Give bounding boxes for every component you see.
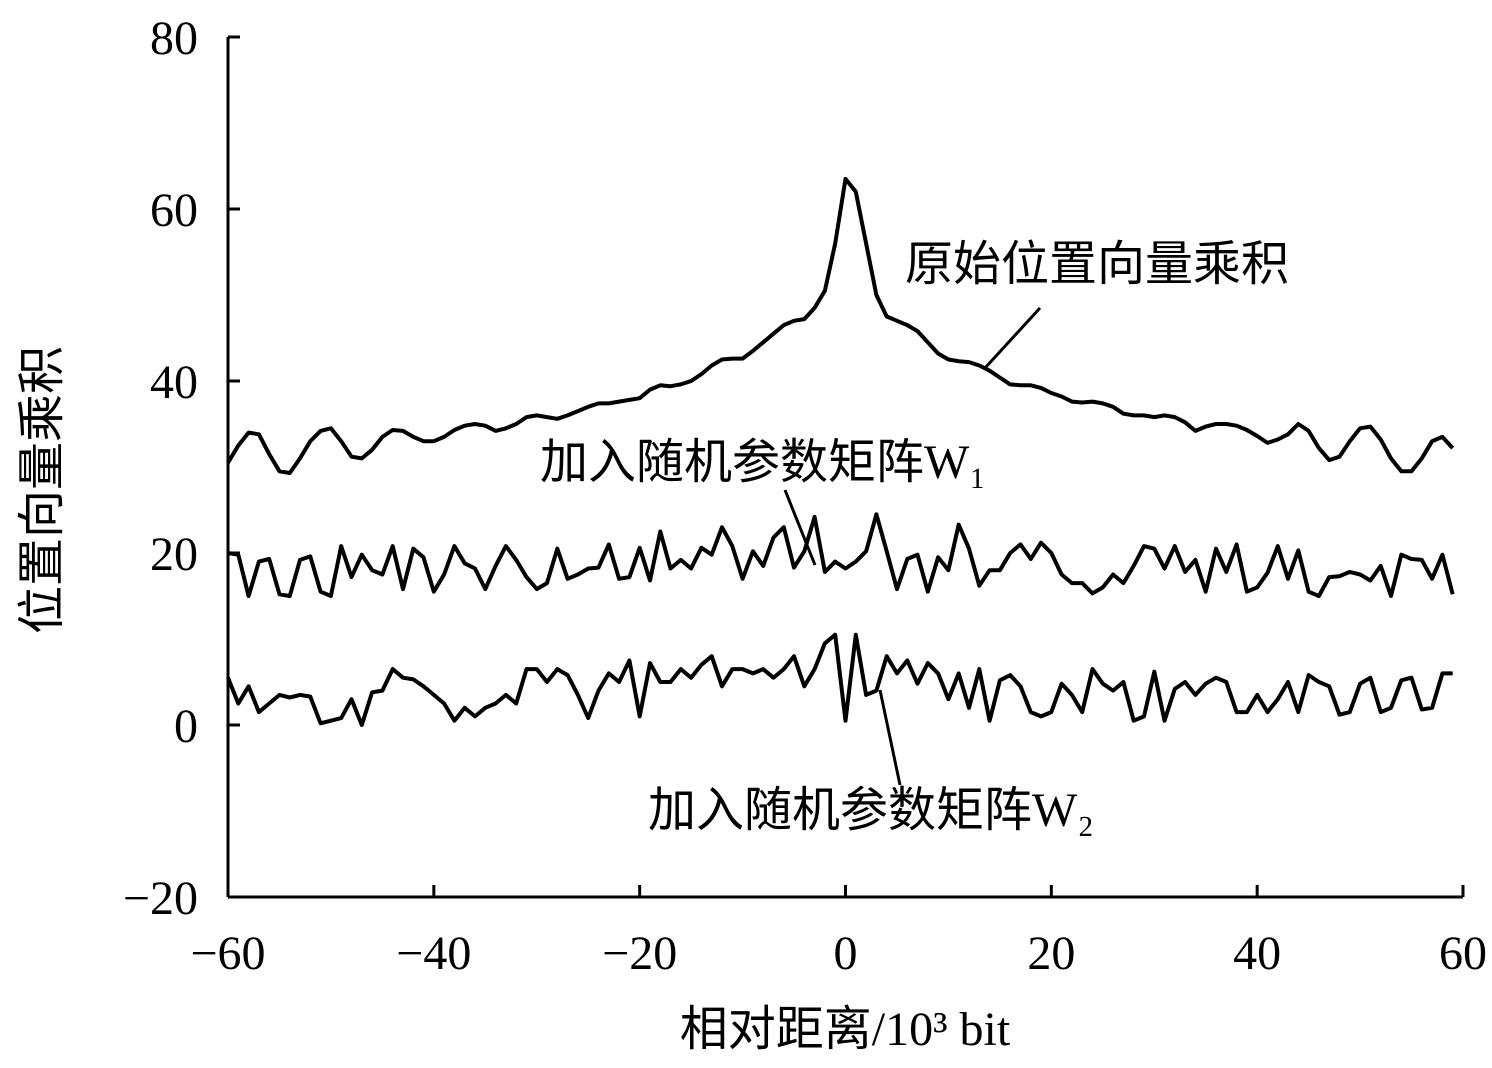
leader-line [983, 306, 1042, 370]
series-line [226, 632, 1453, 727]
leader-line [783, 489, 817, 566]
leader-line [878, 689, 902, 786]
series-line [227, 512, 1455, 598]
x-tick-label: 60 [1439, 927, 1487, 980]
series-label: 原始位置向量乘积 [905, 238, 1289, 291]
y-tick-label: −20 [123, 872, 198, 925]
x-tick-label: −60 [190, 927, 265, 980]
y-tick-label: 0 [174, 700, 198, 753]
x-tick-label: −40 [396, 927, 471, 980]
x-axis-label: 相对距离/10³ bit [680, 1003, 1011, 1056]
series-label: 加入随机参数矩阵W₂ [648, 784, 1094, 837]
x-tick-label: 20 [1027, 927, 1075, 980]
y-tick-label: 80 [150, 12, 198, 65]
y-tick-label: 20 [150, 528, 198, 581]
x-tick-label: 40 [1233, 927, 1281, 980]
x-tick-label: 0 [834, 927, 858, 980]
series-line [226, 176, 1455, 475]
y-tick-label: 60 [150, 184, 198, 237]
y-tick-label: 40 [150, 356, 198, 409]
y-axis-label: 位置向量乘积 [16, 346, 69, 634]
series-label: 加入随机参数矩阵W₁ [540, 436, 986, 489]
x-tick-label: −20 [602, 927, 677, 980]
